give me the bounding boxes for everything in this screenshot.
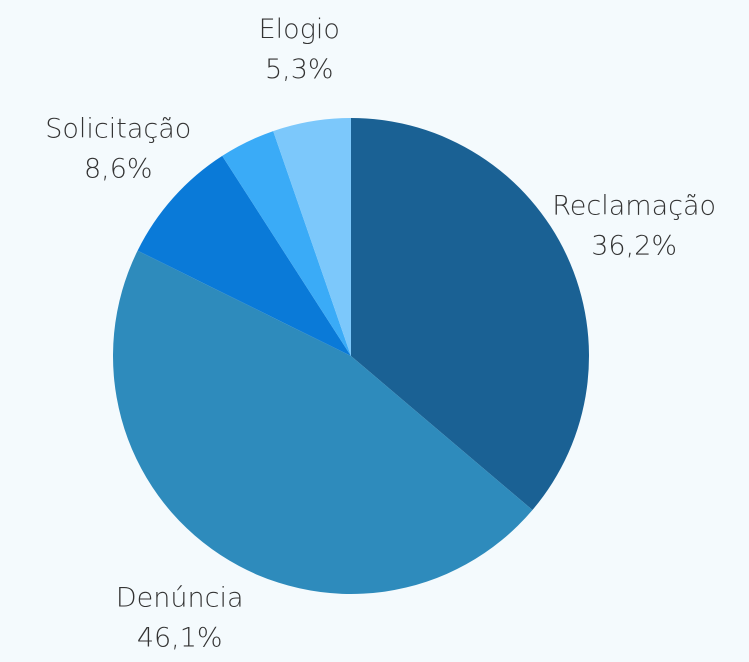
pie-slice [273,118,351,356]
pie-slice [351,118,589,510]
pie-slice [112,250,533,595]
pie-slice [222,131,351,356]
slice-label: Elogio [259,14,340,45]
value-label: 8,6% [84,154,153,185]
slice-label: Reclamação [552,190,716,221]
slice-label: Denúncia [116,582,244,613]
pie-slice [137,155,351,356]
slice-label: Solicitação [45,114,191,145]
value-label: 5,3% [265,54,334,85]
value-label: 36,2% [591,230,677,261]
value-label: 46,1% [137,622,223,653]
